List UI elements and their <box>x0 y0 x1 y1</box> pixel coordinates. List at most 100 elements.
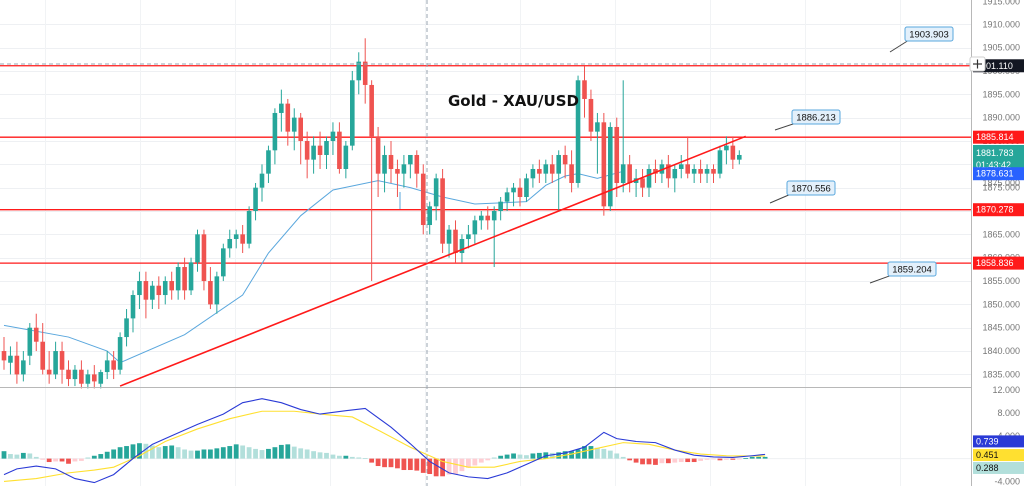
candle-body <box>85 374 91 384</box>
macd-histogram-bar <box>14 454 20 459</box>
price-tick-3: 1895.000 <box>982 89 1020 99</box>
candle-body <box>111 360 116 370</box>
level-price-tag-1: 1885.814 <box>976 132 1014 142</box>
macd-histogram-bar <box>549 452 555 459</box>
macd-histogram-bar <box>530 453 536 459</box>
macd-histogram-bar <box>59 458 65 462</box>
candle-body <box>279 103 284 113</box>
macd-histogram-bar <box>330 454 336 459</box>
candle-body <box>143 281 149 300</box>
macd-histogram-bar <box>607 450 613 459</box>
macd-histogram-bar <box>601 448 607 459</box>
candle-body <box>646 168 652 188</box>
candle-body <box>79 369 84 384</box>
candle-body <box>498 201 503 212</box>
macd-histogram-bar <box>427 458 433 475</box>
level-callout-3: 1859.204 <box>892 265 932 276</box>
macd-histogram-bar <box>208 449 213 459</box>
candle-body <box>511 187 516 193</box>
macd-histogram-bar <box>485 458 491 461</box>
last-price-tag-box <box>973 145 1024 171</box>
candle-body <box>375 136 381 174</box>
macd-histogram-bar <box>614 453 620 459</box>
macd-pane <box>0 398 971 484</box>
macd-histogram-bar <box>253 448 258 459</box>
candle-body <box>201 234 207 282</box>
candle-body <box>433 178 439 207</box>
macd-signal-line <box>3 410 766 482</box>
candle-body <box>582 80 587 99</box>
horizontal-levels <box>0 65 971 264</box>
candle-body <box>427 206 432 226</box>
macd-histogram-bar <box>130 444 136 459</box>
macd-histogram-bar <box>491 457 497 459</box>
callout-connector <box>769 193 792 204</box>
macd-histogram-bar <box>653 458 658 465</box>
price-tick-14: 1840.000 <box>982 346 1020 356</box>
candle-body <box>459 239 465 254</box>
macd-histogram-bar <box>395 458 400 469</box>
macd-histogram-bar <box>569 451 574 459</box>
macd-histogram-bar <box>272 447 278 459</box>
macd-histogram-bar <box>79 458 84 461</box>
candle-body <box>195 234 200 263</box>
candle-body <box>66 369 71 380</box>
candle-body <box>130 295 136 319</box>
macd-histogram-bar <box>162 446 168 459</box>
macd-tick-1: 8.000 <box>997 408 1020 418</box>
candle-body <box>453 229 458 254</box>
level-price-tag-2-box <box>973 203 1024 217</box>
macd-histogram-bar <box>188 450 194 459</box>
level-price-tag-3: 1858.836 <box>976 258 1014 268</box>
macd-histogram-bar <box>233 444 239 459</box>
callout-box <box>904 26 954 42</box>
macd-histogram-bar <box>156 447 162 459</box>
macd-histogram-bar <box>46 458 52 463</box>
candle-body <box>298 117 303 141</box>
macd-histogram-bar <box>137 443 142 459</box>
candle-body <box>53 351 58 375</box>
candle-body <box>104 360 110 373</box>
candle-body <box>479 215 484 221</box>
crosshair-plus-icon[interactable] <box>969 56 986 72</box>
candle-body <box>330 131 336 141</box>
macd-histogram-bar <box>620 456 626 459</box>
candle-body <box>730 145 736 160</box>
macd-histogram-bar <box>298 448 304 459</box>
macd-histogram-bar <box>414 458 420 471</box>
macd-histogram-bar <box>246 447 252 459</box>
macd-histogram-bar <box>149 445 155 459</box>
candle-body <box>27 327 33 356</box>
candle-body <box>388 154 394 169</box>
candle-body <box>182 267 187 291</box>
chart-title: Gold - XAU/USD <box>448 92 579 110</box>
macd-histogram-bar <box>478 458 484 463</box>
candle-body <box>537 168 542 174</box>
candle-body <box>524 178 529 198</box>
trendline[interactable] <box>119 135 747 387</box>
macd-histogram-bar <box>324 452 329 459</box>
candle-body <box>517 187 523 198</box>
candle-body <box>588 98 594 132</box>
candle-body <box>40 341 45 370</box>
candle-body <box>472 220 478 235</box>
candle-body <box>221 248 226 277</box>
candle-body <box>259 173 265 188</box>
macd-histogram-bar <box>72 458 78 462</box>
candle-body <box>72 369 78 380</box>
candle-body <box>640 178 645 188</box>
candle-body <box>562 154 568 165</box>
candle-body <box>46 369 52 375</box>
last-price-value: 1881.783 <box>976 148 1014 158</box>
candle-body <box>343 145 349 169</box>
macd-histogram-bar <box>466 458 471 468</box>
macd-value-tag: 0.739 <box>976 436 999 446</box>
candle-body <box>395 168 400 174</box>
price-tick-1: 1905.000 <box>982 43 1020 53</box>
callout-box <box>791 109 841 125</box>
candle-body <box>291 117 297 132</box>
macd-histogram-bar <box>337 455 342 459</box>
candle-body <box>311 145 316 160</box>
